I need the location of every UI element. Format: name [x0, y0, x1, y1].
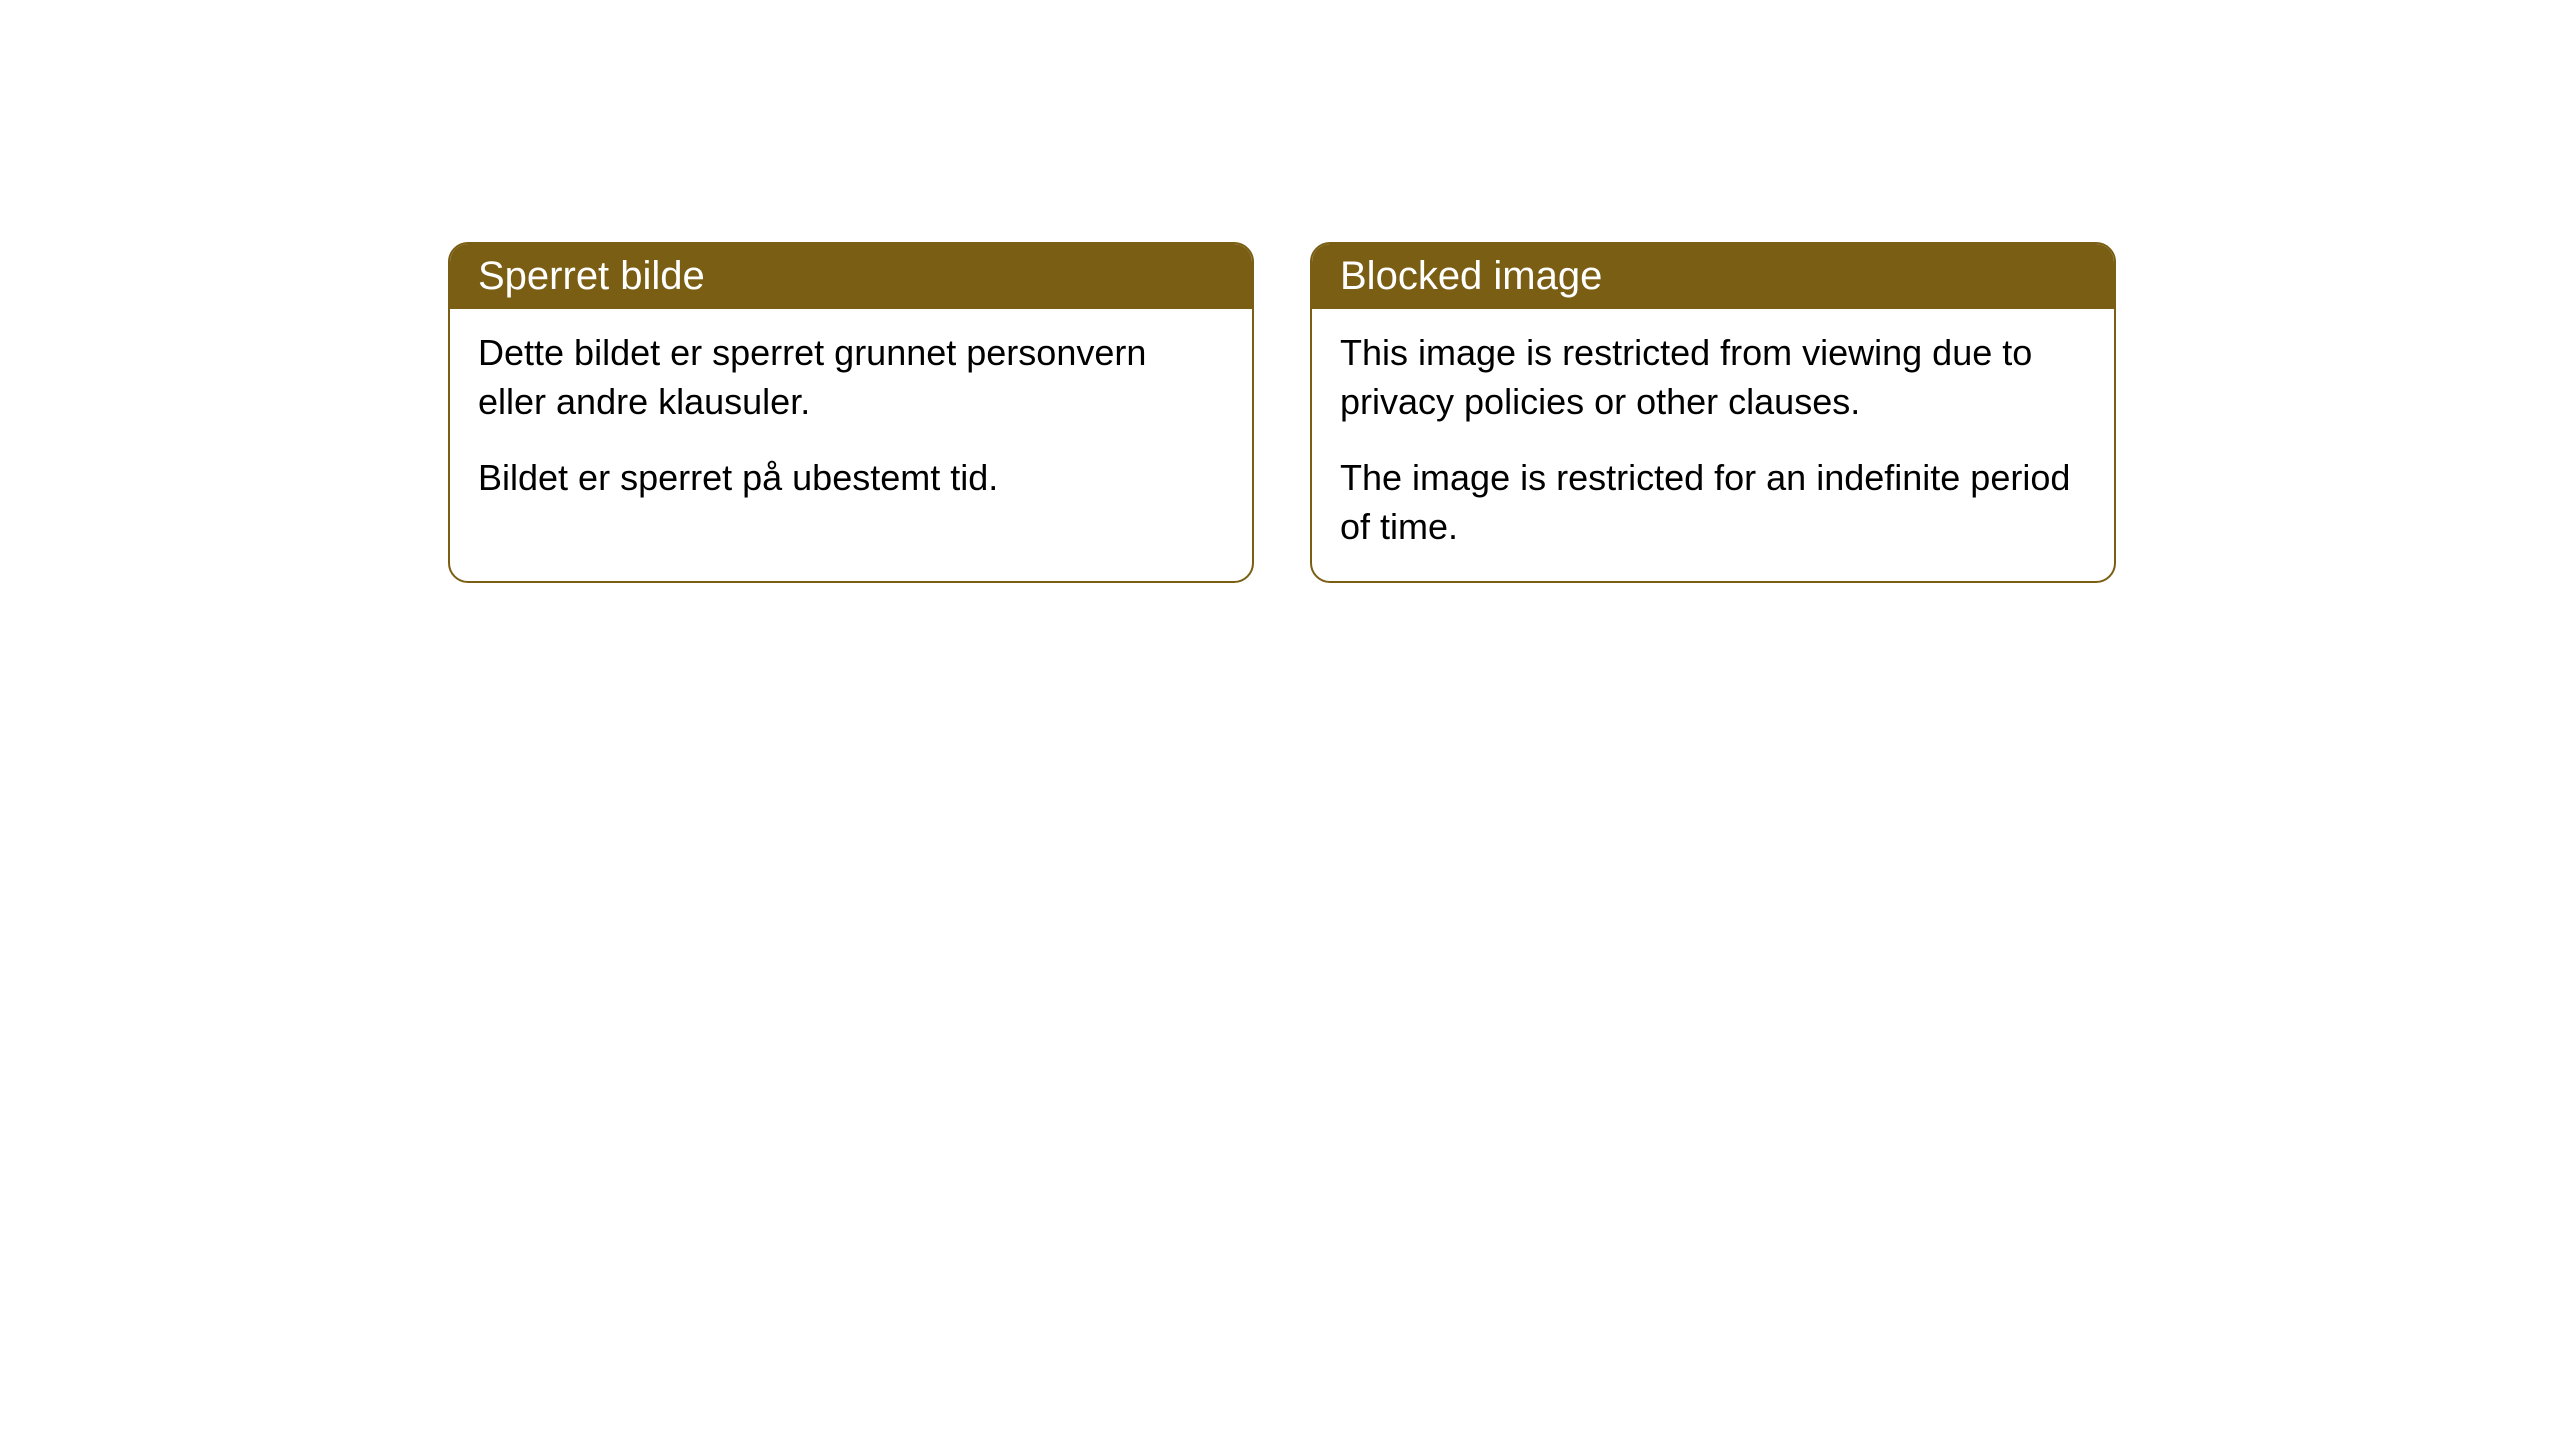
- card-paragraph: This image is restricted from viewing du…: [1340, 329, 2086, 426]
- card-paragraph: Dette bildet er sperret grunnet personve…: [478, 329, 1224, 426]
- info-cards-container: Sperret bilde Dette bildet er sperret gr…: [448, 242, 2116, 583]
- info-card-norwegian: Sperret bilde Dette bildet er sperret gr…: [448, 242, 1254, 583]
- card-paragraph: The image is restricted for an indefinit…: [1340, 454, 2086, 551]
- info-card-english: Blocked image This image is restricted f…: [1310, 242, 2116, 583]
- card-body-english: This image is restricted from viewing du…: [1312, 309, 2114, 581]
- card-header-norwegian: Sperret bilde: [450, 244, 1252, 309]
- card-body-norwegian: Dette bildet er sperret grunnet personve…: [450, 309, 1252, 533]
- card-header-english: Blocked image: [1312, 244, 2114, 309]
- card-paragraph: Bildet er sperret på ubestemt tid.: [478, 454, 1224, 503]
